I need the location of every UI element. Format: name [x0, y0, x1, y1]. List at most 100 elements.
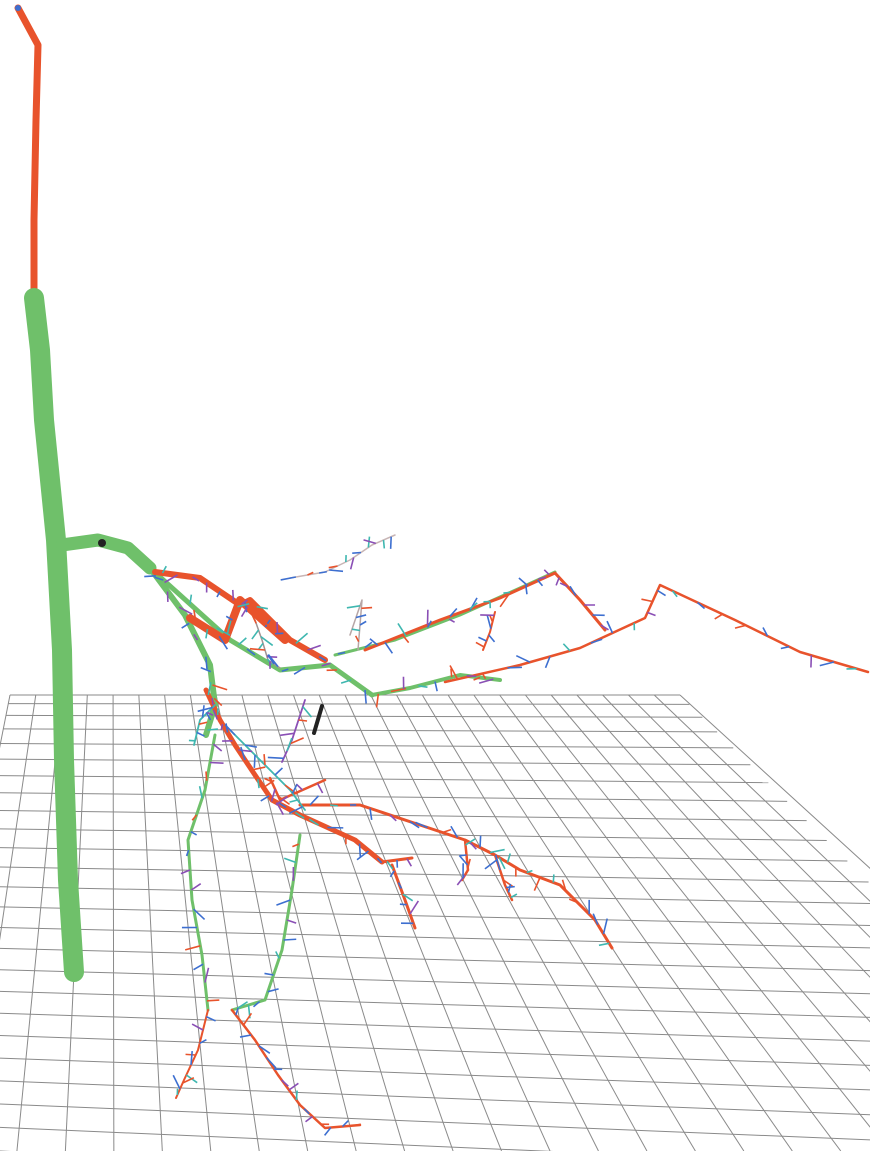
grid-line-depth — [499, 694, 842, 1151]
green-descending-2 — [230, 833, 302, 1012]
grid-line-width — [0, 1012, 870, 1042]
root-hair — [346, 605, 361, 609]
root-hair — [190, 1051, 193, 1066]
root-hair — [213, 697, 223, 707]
root-hair — [198, 721, 208, 725]
root-hair — [308, 818, 320, 826]
grid-line-width — [0, 969, 870, 995]
root-hair — [475, 641, 485, 648]
junction-node — [98, 539, 106, 547]
root-hair — [352, 551, 362, 554]
root-hair — [329, 569, 344, 573]
root-hair — [448, 618, 455, 623]
grid-line-depth — [0, 694, 11, 749]
root-hair — [253, 754, 256, 768]
root-hair — [205, 711, 212, 721]
root-hair — [354, 1123, 362, 1127]
root-hair — [544, 656, 551, 669]
grid-line-width — [0, 1057, 870, 1091]
root-hair — [220, 723, 224, 731]
root-hair — [780, 645, 790, 650]
fine-root-top — [289, 534, 396, 579]
root-hair — [231, 589, 235, 601]
grid-line-width — [0, 886, 870, 905]
grid-line-width — [0, 809, 807, 822]
root-hair — [224, 724, 236, 736]
root-hair — [318, 655, 327, 662]
root-hair — [239, 1034, 252, 1038]
root-hair — [182, 1077, 195, 1084]
root-hair — [515, 654, 531, 663]
root-hair — [264, 972, 274, 976]
root-hair — [207, 728, 218, 731]
root-hair — [192, 576, 200, 582]
root-hair — [402, 893, 414, 902]
root-hair — [200, 666, 212, 673]
root-hair — [389, 536, 392, 549]
root-hair — [641, 598, 653, 603]
root-hair — [363, 539, 377, 545]
root-hair — [590, 638, 603, 644]
root-hair — [291, 784, 298, 794]
root-hair — [479, 835, 482, 848]
root-hair — [205, 656, 208, 670]
root-hair — [458, 854, 469, 866]
root-hair — [274, 767, 284, 776]
root-hair — [298, 719, 308, 722]
root-hair — [434, 681, 438, 692]
root-hair — [286, 919, 297, 924]
root-hair — [552, 874, 555, 883]
root-hair — [226, 620, 232, 634]
root-hair — [321, 662, 331, 667]
root-hair — [323, 1127, 332, 1136]
root-hair — [309, 795, 320, 806]
root-hair — [354, 635, 360, 643]
root-hair — [207, 682, 212, 696]
root-hair — [209, 761, 224, 765]
root-hair — [568, 898, 578, 904]
root-hair — [337, 651, 346, 655]
root-hair — [288, 805, 303, 815]
grid-line-width — [0, 1126, 554, 1151]
root-hair — [252, 1001, 261, 1008]
grid-line-depth — [370, 694, 599, 1151]
root-hair — [257, 642, 264, 651]
root-hair — [543, 569, 550, 576]
root-hair — [602, 918, 608, 935]
root-hair — [389, 814, 397, 822]
root-hair — [555, 577, 560, 586]
root-hair — [384, 642, 394, 654]
grid-line-depth — [164, 694, 212, 1151]
root-hair — [562, 643, 571, 652]
root-hair — [469, 602, 478, 610]
grid-line-depth — [628, 694, 870, 938]
root-hair — [263, 754, 266, 766]
root-hair — [206, 999, 220, 1002]
root-hair — [190, 830, 198, 836]
root-hair — [569, 585, 577, 596]
root-hair — [283, 938, 297, 941]
root-hair — [506, 853, 512, 863]
root-hair — [406, 858, 413, 867]
root-hair — [249, 611, 257, 624]
root-hair — [303, 1108, 310, 1115]
root-hair — [212, 709, 219, 720]
root-hair — [369, 808, 373, 820]
root-hair — [305, 1115, 313, 1123]
green-branch-b — [147, 565, 375, 698]
root-hair — [488, 634, 496, 643]
root-hair — [415, 821, 428, 829]
root-hair — [276, 899, 291, 906]
root-hair — [196, 731, 205, 737]
grid-line-depth — [602, 694, 870, 978]
root-hair — [356, 850, 369, 861]
grid-line-depth — [679, 694, 870, 869]
root-hair — [246, 648, 256, 656]
root-hair — [819, 661, 835, 667]
root-hair — [198, 786, 203, 799]
root-hair — [283, 857, 297, 864]
root-hair — [498, 857, 506, 870]
root-hair — [358, 843, 362, 857]
